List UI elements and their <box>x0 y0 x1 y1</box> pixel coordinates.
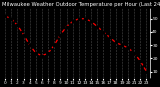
Point <box>16 25 19 26</box>
Point <box>139 60 142 62</box>
Point <box>53 44 56 46</box>
Point <box>35 52 37 54</box>
Point <box>65 26 68 27</box>
Point <box>78 18 80 19</box>
Point <box>72 21 74 22</box>
Point <box>22 34 25 35</box>
Point <box>59 34 62 35</box>
Point <box>133 52 135 54</box>
Point <box>4 15 6 17</box>
Point <box>47 52 49 54</box>
Point <box>84 18 86 19</box>
Text: Milwaukee Weather Outdoor Temperature per Hour (Last 24 Hours): Milwaukee Weather Outdoor Temperature pe… <box>2 2 160 7</box>
Point <box>127 47 129 48</box>
Point <box>145 71 148 72</box>
Point <box>41 55 43 56</box>
Point <box>28 44 31 46</box>
Point <box>114 42 117 43</box>
Point <box>10 18 13 19</box>
Point <box>121 44 123 46</box>
Point <box>108 37 111 38</box>
Point <box>90 21 92 22</box>
Point <box>102 31 105 33</box>
Point <box>96 26 99 27</box>
